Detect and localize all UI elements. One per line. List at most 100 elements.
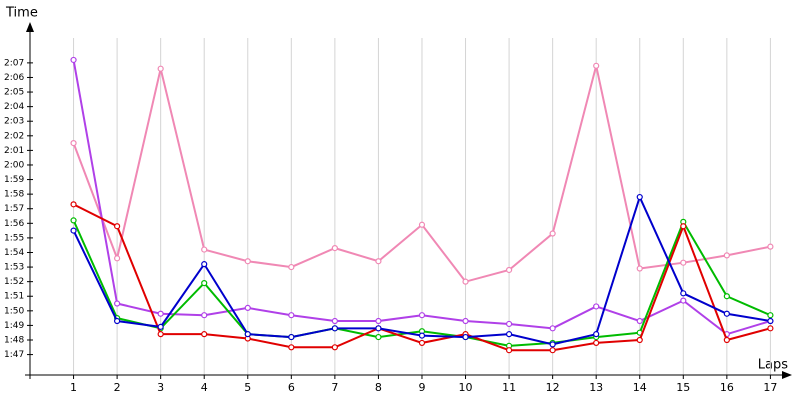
point	[114, 317, 121, 325]
y-tick-label: 1:52	[4, 277, 24, 287]
point	[201, 246, 208, 253]
x-tick-label: 1	[70, 381, 77, 394]
point	[157, 323, 164, 330]
point	[462, 278, 469, 285]
point	[331, 245, 338, 252]
point	[70, 227, 77, 234]
point	[288, 263, 295, 271]
point	[331, 317, 338, 325]
point	[157, 310, 164, 317]
point	[505, 331, 513, 338]
point	[331, 344, 338, 351]
point	[505, 320, 513, 328]
y-tick-label: 2:05	[4, 88, 24, 98]
x-tick-label: 5	[244, 381, 251, 394]
y-tick-label: 2:07	[4, 58, 24, 68]
point	[244, 304, 251, 312]
point	[244, 258, 251, 265]
point	[723, 310, 730, 317]
y-tick-label: 1:58	[4, 190, 24, 200]
point	[70, 201, 77, 208]
point	[288, 344, 295, 351]
x-axis-arrow	[782, 371, 792, 379]
point	[767, 325, 774, 332]
point	[767, 317, 774, 325]
point	[723, 336, 730, 344]
y-tick-label: 2:01	[4, 146, 24, 156]
point	[114, 300, 121, 307]
x-tick-label: 17	[763, 381, 777, 394]
x-tick-label: 16	[720, 381, 734, 394]
point	[201, 261, 208, 268]
x-tick-label: 8	[375, 381, 382, 394]
point	[114, 255, 121, 262]
x-tick-label: 15	[676, 381, 690, 394]
point	[375, 258, 382, 265]
point	[636, 193, 643, 201]
point	[680, 290, 687, 297]
point	[549, 230, 556, 237]
point	[288, 333, 295, 341]
x-tick-label: 9	[418, 381, 425, 394]
y-tick-label: 1:50	[4, 306, 24, 316]
y-tick-label: 2:03	[4, 117, 24, 127]
y-tick-label: 1:49	[4, 321, 24, 331]
y-tick-label: 1:48	[4, 335, 24, 345]
point	[70, 217, 77, 224]
point	[462, 317, 469, 325]
point	[549, 341, 556, 348]
y-tick-label: 2:06	[4, 73, 24, 83]
y-axis-arrow	[26, 22, 34, 32]
point	[331, 325, 338, 332]
point	[375, 333, 382, 341]
point	[505, 347, 513, 354]
x-tick-label: 7	[331, 381, 338, 394]
point	[418, 332, 426, 339]
x-tick-label: 6	[288, 381, 295, 394]
point	[767, 312, 774, 319]
point	[375, 317, 382, 325]
point	[636, 265, 643, 272]
point	[549, 325, 556, 332]
point	[680, 223, 687, 230]
point	[70, 139, 77, 147]
y-tick-label: 1:59	[4, 175, 24, 185]
point	[680, 297, 687, 304]
point	[593, 331, 600, 338]
point	[157, 65, 164, 72]
point	[114, 223, 121, 230]
y-tick-label: 2:00	[4, 160, 24, 170]
y-tick-label: 2:04	[4, 102, 24, 112]
point	[593, 303, 600, 310]
point	[157, 331, 164, 338]
point	[767, 243, 774, 250]
point	[201, 280, 208, 287]
y-tick-label: 1:56	[4, 219, 24, 229]
point	[636, 336, 643, 344]
point	[593, 62, 600, 69]
x-axis-label: Laps	[758, 358, 788, 373]
y-tick-label: 2:02	[4, 131, 24, 141]
x-tick-label: 10	[459, 381, 473, 394]
point	[723, 293, 730, 300]
x-tick-label: 2	[114, 381, 121, 394]
point	[288, 312, 295, 319]
point	[593, 339, 600, 347]
point	[636, 317, 643, 325]
point	[680, 259, 687, 266]
point	[549, 347, 556, 354]
point	[70, 56, 77, 64]
point	[201, 331, 208, 338]
x-tick-label: 14	[633, 381, 647, 394]
point	[723, 252, 730, 259]
point	[462, 333, 469, 341]
y-tick-label: 1:53	[4, 263, 24, 273]
point	[505, 266, 513, 274]
y-tick-label: 1:55	[4, 233, 24, 243]
x-tick-label: 11	[502, 381, 516, 394]
y-axis-label: Time	[5, 6, 38, 21]
x-tick-label: 12	[546, 381, 560, 394]
x-tick-label: 3	[157, 381, 164, 394]
